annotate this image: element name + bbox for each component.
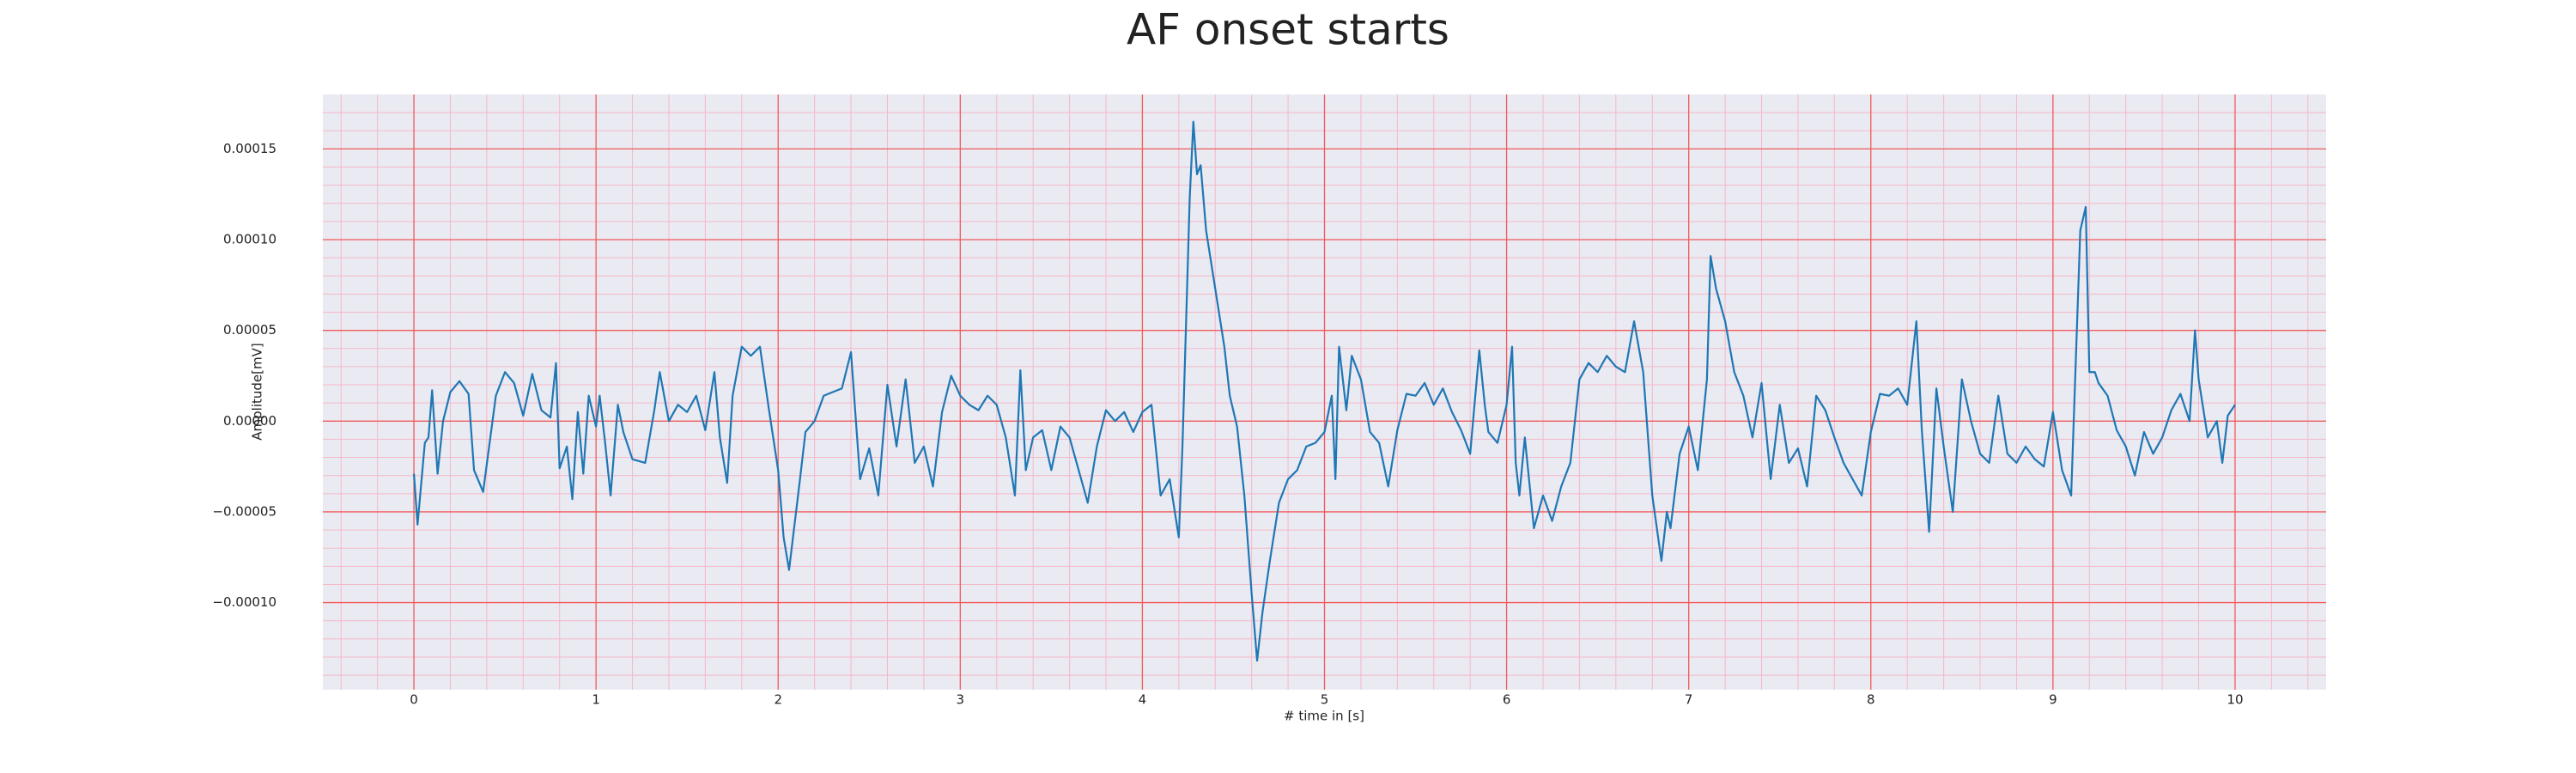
y-tick-label: −0.00005 [212, 503, 276, 519]
x-tick-label: 9 [2049, 692, 2057, 708]
signal-line [412, 120, 2236, 662]
x-tick-label: 6 [1503, 692, 1511, 708]
x-tick-label: 5 [1321, 692, 1329, 708]
x-tick-label: 0 [410, 692, 418, 708]
y-tick-label: −0.00010 [212, 594, 276, 610]
y-tick-label: 0.00005 [223, 322, 276, 338]
x-tick-label: 10 [2227, 692, 2243, 708]
x-tick-label: 1 [592, 692, 600, 708]
x-tick-label: 4 [1139, 692, 1147, 708]
x-axis-label: # time in [s] [1284, 709, 1364, 724]
y-tick-label: 0.00015 [223, 141, 276, 156]
y-axis-label: Amplitude[mV] [250, 343, 265, 440]
x-tick-label: 2 [774, 692, 782, 708]
x-tick-label: 8 [1867, 692, 1875, 708]
y-tick-label: 0.00010 [223, 232, 276, 247]
x-tick-label: 7 [1685, 692, 1693, 708]
y-tick-label: 0.00000 [223, 413, 276, 429]
x-tick-label: 3 [957, 692, 965, 708]
chart-title: AF onset starts [1127, 5, 1449, 55]
